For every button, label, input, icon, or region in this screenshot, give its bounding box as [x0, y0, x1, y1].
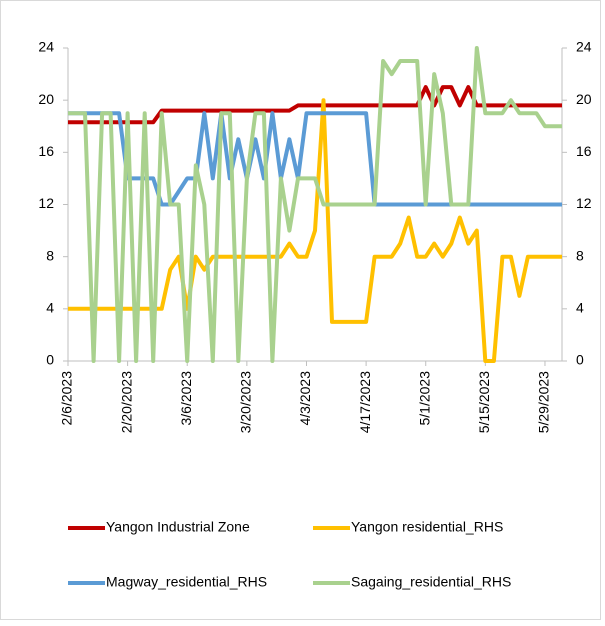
series-line	[68, 85, 562, 125]
legend-label: Yangon residential_RHS	[351, 519, 503, 535]
x-tick-label: 5/15/2023	[476, 371, 492, 433]
series-line	[68, 111, 562, 207]
y-tick-label: 4	[46, 300, 54, 316]
x-tick-label: 3/20/2023	[238, 371, 254, 433]
y2-tick-label: 16	[576, 143, 592, 159]
x-tick-label: 5/1/2023	[416, 371, 432, 426]
y2-tick-label: 24	[576, 39, 592, 55]
y2-tick-label: 8	[576, 247, 584, 263]
y2-tick-label: 0	[576, 352, 584, 368]
y-tick-label: 0	[46, 352, 54, 368]
y2-tick-label: 12	[576, 195, 592, 211]
x-tick-label: 4/3/2023	[297, 371, 313, 426]
y-tick-label: 8	[46, 247, 54, 263]
legend-label: Magway_residential_RHS	[106, 574, 267, 590]
y-tick-label: 24	[38, 39, 54, 55]
y-tick-label: 20	[38, 91, 54, 107]
x-tick-label: 2/6/2023	[59, 371, 75, 426]
x-tick-label: 4/17/2023	[357, 371, 373, 433]
y2-tick-label: 20	[576, 91, 592, 107]
legend-label: Sagaing_residential_RHS	[351, 574, 511, 590]
x-tick-label: 5/29/2023	[536, 371, 552, 433]
legend-label: Yangon Industrial Zone	[106, 519, 250, 535]
x-tick-label: 2/20/2023	[118, 371, 134, 433]
y2-tick-label: 4	[576, 300, 584, 316]
series-line	[68, 46, 562, 363]
x-tick-label: 3/6/2023	[178, 371, 194, 426]
y-tick-label: 12	[38, 195, 54, 211]
y-tick-label: 16	[38, 143, 54, 159]
